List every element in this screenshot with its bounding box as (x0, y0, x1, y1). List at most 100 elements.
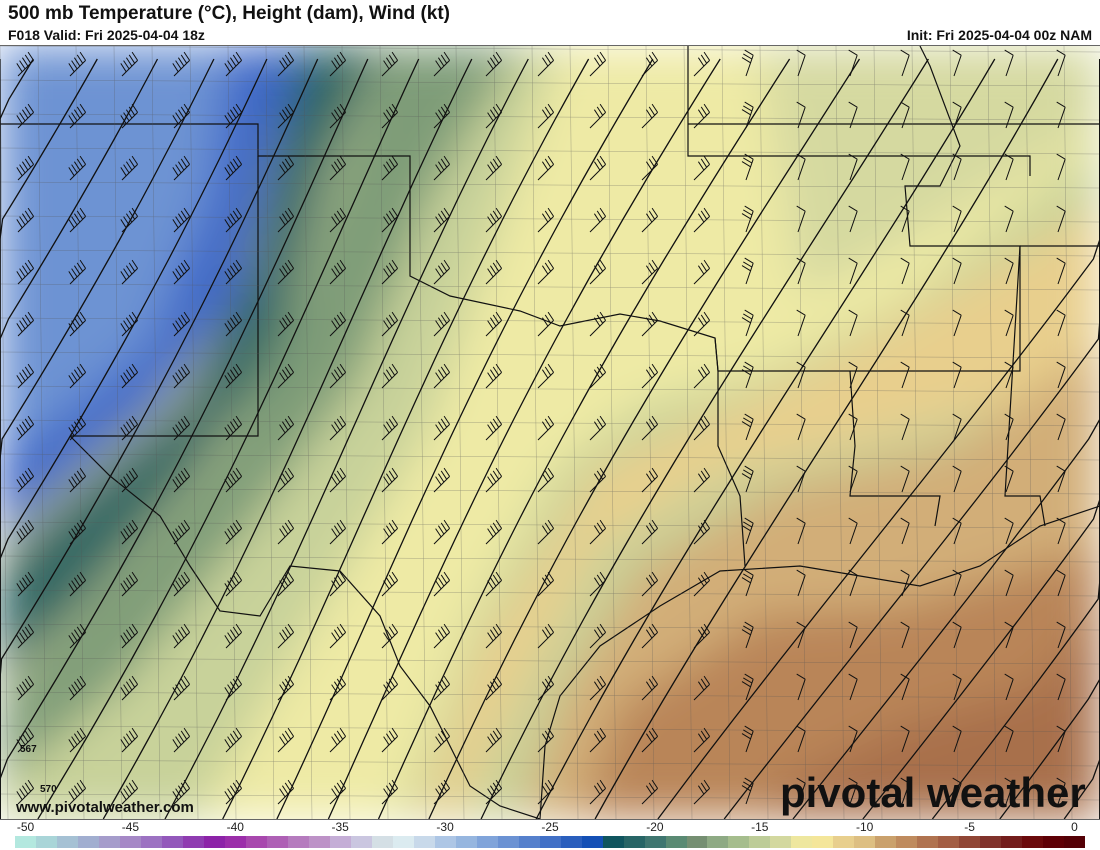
wind-barb (741, 257, 754, 285)
colorbar-cell (413, 836, 435, 848)
wind-barb (537, 363, 555, 389)
wind-barb (16, 155, 35, 181)
colorbar-cell (686, 836, 708, 848)
wind-barb (589, 207, 607, 233)
wind-barb (537, 467, 555, 493)
wind-barb (537, 675, 555, 701)
wind-barb (1056, 413, 1066, 441)
wind-barb (485, 259, 503, 285)
colorbar-cell (707, 836, 729, 848)
wind-barb (1004, 153, 1014, 181)
wind-barb (796, 205, 806, 233)
wind-barb (796, 361, 806, 389)
height-contour (0, 58, 98, 819)
wind-barb (16, 259, 35, 285)
wind-barb (589, 155, 607, 181)
wind-barb (537, 155, 555, 181)
wind-barb (172, 259, 191, 285)
wind-barb (589, 311, 607, 337)
wind-barb (172, 519, 191, 545)
wind-barb (848, 725, 858, 753)
height-contours (0, 58, 1100, 819)
wind-barb (1004, 49, 1014, 77)
wind-barb (796, 517, 806, 545)
wind-barb (433, 675, 451, 701)
colorbar-cell (602, 836, 624, 848)
wind-barb (120, 155, 139, 181)
wind-barb (381, 259, 399, 285)
wind-barb (900, 517, 910, 545)
height-contour (657, 59, 1100, 819)
wind-barb (120, 519, 139, 545)
wind-barb (693, 311, 711, 337)
wind-barb (433, 571, 451, 597)
wind-barb (16, 623, 35, 649)
wind-barb (16, 51, 35, 77)
colorbar-tick-label: -40 (226, 820, 244, 834)
contour-label-567: 567 (20, 744, 37, 755)
wind-barb (589, 363, 607, 389)
height-contour (428, 58, 861, 819)
colorbar-tick-label: -15 (751, 820, 769, 834)
wind-barb (433, 363, 451, 389)
wind-barb (1056, 49, 1066, 77)
wind-barb (1004, 101, 1014, 129)
wind-barb (693, 519, 711, 545)
wind-barb (1056, 465, 1066, 493)
wind-barb (68, 571, 87, 597)
wind-barb (485, 311, 503, 337)
colorbar-tick-label: 0 (1071, 820, 1078, 834)
wind-barb (848, 569, 858, 597)
wind-barb (381, 51, 399, 77)
wind-barb (68, 519, 87, 545)
wind-barb (741, 777, 754, 805)
wind-barb (277, 207, 295, 233)
wind-barb (329, 779, 347, 805)
wind-barb (900, 569, 910, 597)
wind-barb (900, 361, 910, 389)
colorbar-cell (854, 836, 876, 848)
wind-barb (1056, 101, 1066, 129)
colorbar-cell (182, 836, 204, 848)
wind-barb (1056, 153, 1066, 181)
wind-barb (433, 727, 451, 753)
wind-barb (16, 571, 35, 597)
wind-barb (741, 517, 754, 545)
colorbar-cell (665, 836, 687, 848)
height-contour (723, 59, 1100, 819)
wind-barb (848, 413, 858, 441)
weather-map[interactable]: 567 570 (0, 45, 1100, 820)
colorbar-cell (917, 836, 939, 848)
wind-barb (16, 415, 35, 441)
wind-barb (277, 727, 295, 753)
wind-barb (952, 413, 962, 441)
wind-barb (224, 623, 243, 649)
wind-barb (796, 673, 806, 701)
county-borders (0, 46, 1100, 819)
colorbar-cell (98, 836, 120, 848)
pivotal-weather-logo: pivotal weather (780, 769, 1086, 816)
wind-barb (381, 519, 399, 545)
wind-barb (693, 727, 711, 753)
height-contour (0, 58, 215, 819)
wind-barb (277, 675, 295, 701)
wind-barb (485, 623, 503, 649)
wind-barb (796, 465, 806, 493)
wind-barb (68, 363, 87, 389)
wind-barb (952, 153, 962, 181)
colorbar-cell (980, 836, 1002, 848)
chart-title: 500 mb Temperature (°C), Height (dam), W… (8, 3, 451, 24)
wind-barb (329, 363, 347, 389)
wind-barb (172, 623, 191, 649)
wind-barb (433, 51, 451, 77)
wind-barb (329, 467, 347, 493)
wind-barb (537, 519, 555, 545)
wind-barb (1056, 621, 1066, 649)
wind-barb (741, 101, 754, 129)
wind-barb (848, 49, 858, 77)
colorbar-cell (644, 836, 666, 848)
wind-barb (741, 361, 754, 389)
colorbar-cell (497, 836, 519, 848)
wind-barb (329, 51, 347, 77)
wind-barb (1004, 465, 1014, 493)
